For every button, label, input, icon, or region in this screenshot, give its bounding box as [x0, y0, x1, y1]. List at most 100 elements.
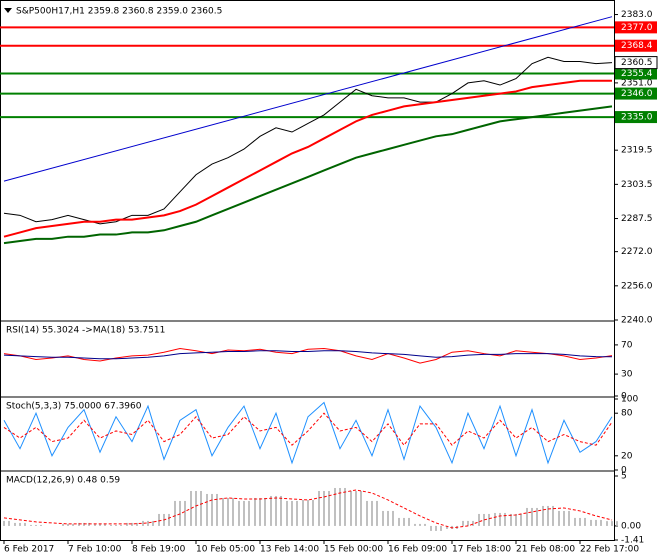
level-label: 2377.0 [621, 23, 653, 33]
frame [0, 0, 615, 541]
histogram-bar [152, 520, 154, 526]
histogram-bar [190, 490, 192, 526]
histogram-bar [142, 520, 144, 526]
histogram-bar [344, 487, 346, 526]
level-tag [615, 21, 657, 34]
histogram-bar [30, 524, 32, 526]
series-line [3, 56, 613, 225]
series-line [3, 412, 613, 446]
histogram-bar [494, 512, 496, 526]
histogram-bar [499, 512, 501, 526]
panel-title: RSI(14) 55.3024 ->MA(18) 53.7511 [6, 326, 165, 336]
level-tag [615, 39, 657, 52]
trend-line [3, 16, 613, 182]
histogram-bar [72, 523, 74, 526]
histogram-bar [227, 497, 229, 526]
histogram-bar [243, 500, 245, 526]
histogram-bar [275, 495, 277, 526]
histogram-bar [392, 510, 394, 526]
histogram-bar [558, 510, 560, 526]
level-label: 2368.4 [621, 41, 653, 51]
histogram-bar [168, 513, 170, 526]
histogram-bar [472, 520, 474, 526]
histogram-bar [360, 490, 362, 526]
histogram-bar [312, 499, 314, 526]
y-tick-label: 2383.0 [621, 10, 653, 20]
level-label: 2346.0 [621, 89, 653, 99]
histogram-bar [371, 500, 373, 526]
histogram-bar [595, 519, 597, 526]
histogram-bar [270, 495, 272, 526]
histogram-bar [446, 525, 448, 529]
histogram-bar [403, 517, 405, 526]
histogram-bar [611, 521, 613, 526]
y-tick-label: 2256.0 [621, 281, 653, 291]
histogram-bar [366, 500, 368, 526]
x-tick-label: 16 Feb 09:00 [388, 545, 447, 555]
histogram-bar [424, 523, 426, 526]
histogram-bar [302, 499, 304, 526]
x-tick-label: 17 Feb 18:00 [452, 545, 511, 555]
histogram-bar [510, 513, 512, 526]
panel-title: Stoch(5,3,3) 75.0000 67.3960 [6, 402, 142, 412]
histogram-bar [574, 517, 576, 526]
y-tick-label: 30 [621, 370, 633, 380]
histogram-bar [414, 523, 416, 526]
histogram-bar [158, 513, 160, 526]
histogram-bar [238, 500, 240, 526]
histogram-bar [307, 499, 309, 526]
level-label: 2335.0 [621, 113, 653, 123]
histogram-bar [94, 523, 96, 526]
histogram-bar [600, 519, 602, 526]
histogram-bar [504, 512, 506, 526]
histogram-bar [590, 519, 592, 526]
histogram-bar [408, 517, 410, 526]
y-tick-label: 2351.0 [621, 78, 653, 88]
histogram-bar [536, 507, 538, 526]
histogram-bar [382, 510, 384, 526]
histogram-bar [430, 525, 432, 531]
last-price-label: 2360.5 [621, 58, 653, 68]
histogram-bar [115, 524, 117, 526]
histogram-bar [211, 493, 213, 526]
y-tick-label: -1.41 [621, 536, 644, 546]
histogram-bar [398, 517, 400, 526]
histogram-bar [24, 522, 26, 526]
histogram-bar [563, 510, 565, 526]
series-line [3, 105, 613, 245]
histogram-bar [483, 513, 485, 526]
histogram-bar [259, 497, 261, 526]
series-line [3, 350, 613, 360]
series-line [3, 348, 613, 364]
x-tick-label: 8 Feb 19:00 [132, 545, 186, 555]
x-tick-label: 7 Feb 10:00 [68, 545, 122, 555]
level-tag [615, 87, 657, 100]
series-line [3, 489, 613, 529]
histogram-bar [419, 523, 421, 526]
histogram-bar [254, 497, 256, 526]
panel-title: S&P500H17,H1 2359.8 2360.8 2359.0 2360.5 [16, 7, 222, 17]
histogram-bar [467, 520, 469, 526]
y-tick-label: 2240.0 [621, 316, 653, 326]
x-tick-label: 10 Feb 05:00 [196, 545, 255, 555]
histogram-bar [318, 490, 320, 526]
histogram-bar [232, 497, 234, 526]
histogram-bar [126, 522, 128, 526]
y-tick-label: 2272.0 [621, 247, 653, 257]
y-tick-label: 2319.5 [621, 146, 653, 156]
y-tick-label: 2287.5 [621, 214, 653, 224]
histogram-bar [488, 513, 490, 526]
histogram-bar [174, 500, 176, 526]
histogram-bar [526, 507, 528, 526]
histogram-bar [579, 517, 581, 526]
y-tick-label: 2303.5 [621, 180, 653, 190]
level-tag [615, 67, 657, 80]
histogram-bar [547, 505, 549, 526]
histogram-bar [62, 523, 64, 526]
histogram-bar [136, 522, 138, 526]
histogram-bar [435, 525, 437, 531]
series-line [3, 79, 612, 238]
histogram-bar [110, 524, 112, 526]
y-tick-label: 70 [621, 340, 633, 350]
